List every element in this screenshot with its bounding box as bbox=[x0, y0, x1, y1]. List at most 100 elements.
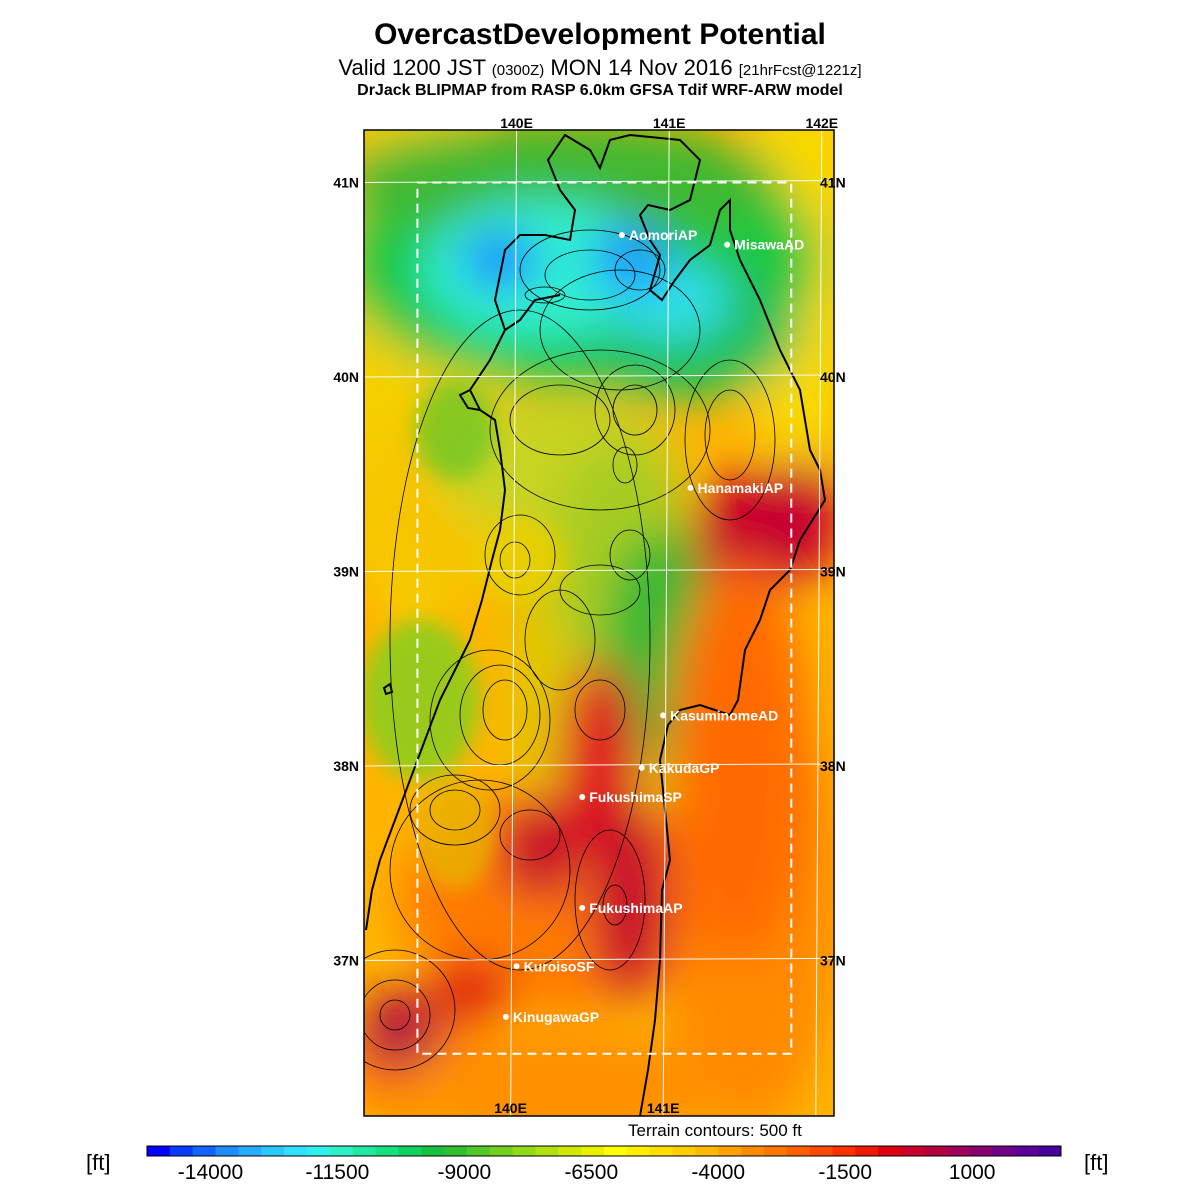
parallel-38 bbox=[363, 763, 835, 767]
colorbar-unit-left: [ft] bbox=[86, 1150, 111, 1175]
terrain-contour-note: Terrain contours: 500 ft bbox=[628, 1121, 802, 1140]
colorbar-swatch bbox=[741, 1146, 765, 1156]
station-kuroisosf: KuroisoSF bbox=[513, 958, 595, 974]
colorbar-swatch bbox=[946, 1146, 971, 1156]
map-frame bbox=[363, 129, 835, 1117]
colorbar-swatch bbox=[306, 1146, 331, 1156]
parallel-39 bbox=[363, 568, 835, 572]
colorbar-swatch bbox=[558, 1146, 582, 1156]
station-dot bbox=[502, 1013, 509, 1020]
colorbar-swatch bbox=[169, 1146, 194, 1156]
colorbar-tick-label: -11500 bbox=[305, 1161, 370, 1184]
right-lat-label: 37N bbox=[820, 952, 846, 968]
valid-time: Valid 1200 JST (0300Z) MON 14 Nov 2016 [… bbox=[0, 55, 1200, 81]
bottom-lon-label: 141E bbox=[647, 1100, 680, 1116]
station-dot bbox=[724, 241, 731, 248]
colorbar-swatch bbox=[352, 1146, 376, 1156]
colorbar-swatch bbox=[535, 1146, 559, 1156]
colorbar-swatch bbox=[147, 1146, 171, 1156]
right-lat-label: 41N bbox=[820, 175, 846, 191]
forecast-info: [21hrFcst@1221z] bbox=[738, 62, 862, 79]
left-lat-label: 37N bbox=[333, 952, 359, 968]
colorbar-tick-label: -6500 bbox=[564, 1161, 619, 1184]
colorbar-swatch bbox=[649, 1146, 674, 1156]
colorbar-swatch bbox=[444, 1146, 468, 1156]
station-dot bbox=[618, 232, 625, 239]
colorbar-tick-label: -9000 bbox=[437, 1161, 492, 1184]
colorbar-swatch bbox=[329, 1146, 354, 1156]
colorbar-swatch bbox=[581, 1146, 605, 1156]
station-dot bbox=[687, 484, 694, 491]
colorbar-swatch bbox=[763, 1146, 788, 1156]
colorbar-unit-right: [ft] bbox=[1084, 1150, 1109, 1175]
station-hanamakiap: HanamakiAP bbox=[687, 480, 784, 496]
colorbar-swatch bbox=[489, 1146, 514, 1156]
coordinate-labels: 140E 141E 142E 140E 141E 37N 38N 39N 40N 41N 37N 38… bbox=[333, 115, 845, 1116]
colorbar-swatch bbox=[809, 1146, 833, 1156]
colorbar-swatch bbox=[421, 1146, 445, 1156]
colorbar-swatch bbox=[901, 1146, 925, 1156]
colorbar-swatch bbox=[855, 1146, 879, 1156]
colorbar-swatch bbox=[215, 1146, 239, 1156]
station-dot bbox=[579, 904, 586, 911]
colorbar-swatch bbox=[1015, 1146, 1039, 1156]
colorbar-swatch bbox=[923, 1146, 948, 1156]
model-description: DrJack BLIPMAP from RASP 6.0km GFSA Tdif… bbox=[357, 82, 843, 99]
station-kakudagp: KakudaGP bbox=[638, 760, 720, 776]
station-fukushimasp: FukushimaSP bbox=[579, 789, 682, 805]
left-lat-label: 41N bbox=[333, 175, 359, 191]
station-label: FukushimaAP bbox=[589, 900, 682, 916]
station-label: HanamakiAP bbox=[698, 480, 784, 496]
station-label: KinugawaGP bbox=[513, 1009, 599, 1025]
station-label: KasuminomeAD bbox=[670, 707, 778, 723]
colorbar-swatch bbox=[604, 1146, 628, 1156]
left-lat-label: 40N bbox=[333, 369, 359, 385]
top-lon-label: 142E bbox=[805, 115, 838, 131]
station-label: MisawaAD bbox=[734, 237, 804, 253]
colorbar-frame bbox=[146, 1145, 1062, 1157]
inner-domain-box bbox=[416, 181, 793, 1055]
top-lon-label: 140E bbox=[500, 115, 533, 131]
top-lon-label: 141E bbox=[653, 115, 686, 131]
station-dot bbox=[579, 794, 586, 801]
station-label: KakudaGP bbox=[649, 760, 720, 776]
colorbar-tick-label: -4000 bbox=[691, 1161, 746, 1184]
overcast-field bbox=[364, 130, 834, 1116]
colorbar-swatch bbox=[1038, 1146, 1062, 1156]
colorbar-swatch bbox=[832, 1146, 856, 1156]
valid-time-date: MON 14 Nov 2016 bbox=[550, 55, 733, 80]
colorbar-swatch bbox=[261, 1146, 285, 1156]
colorbar-swatch bbox=[786, 1146, 811, 1156]
station-label: AomoriAP bbox=[629, 227, 697, 243]
meridian-140 bbox=[510, 129, 518, 1117]
meridian-142 bbox=[815, 129, 823, 1117]
station-aomoriap: AomoriAP bbox=[618, 227, 697, 243]
left-lat-label: 39N bbox=[333, 563, 359, 579]
station-dot bbox=[660, 712, 667, 719]
colorbar-swatch bbox=[284, 1146, 308, 1156]
right-lat-label: 38N bbox=[820, 758, 846, 774]
bottom-lon-label: 140E bbox=[494, 1100, 527, 1116]
station-fukushimaap: FukushimaAP bbox=[579, 900, 683, 916]
colorbar-swatch bbox=[992, 1146, 1016, 1156]
colorbar-swatch bbox=[718, 1146, 742, 1156]
colorbar-swatch bbox=[238, 1146, 262, 1156]
colorbar-swatch bbox=[512, 1146, 536, 1156]
chart-title: OvercastDevelopment Potential bbox=[374, 18, 826, 51]
station-kinugawagp: KinugawaGP bbox=[502, 1009, 599, 1025]
station-dot bbox=[638, 764, 645, 771]
colorbar-tick-label: -1500 bbox=[818, 1161, 873, 1184]
colorbar-tick-label: -14000 bbox=[177, 1161, 244, 1184]
colorbar-swatch bbox=[192, 1146, 217, 1156]
meridian-141 bbox=[662, 129, 670, 1117]
colorbar-swatch bbox=[466, 1146, 491, 1156]
colorbar-swatch bbox=[398, 1146, 422, 1156]
station-dot bbox=[513, 963, 520, 970]
colorbar bbox=[146, 1145, 1062, 1157]
colorbar-swatch bbox=[695, 1146, 719, 1156]
parallel-40 bbox=[363, 374, 835, 378]
valid-time-utc: (0300Z) bbox=[491, 62, 545, 79]
left-lat-label: 38N bbox=[333, 758, 359, 774]
station-label: FukushimaSP bbox=[589, 789, 682, 805]
colorbar-swatch bbox=[626, 1146, 651, 1156]
